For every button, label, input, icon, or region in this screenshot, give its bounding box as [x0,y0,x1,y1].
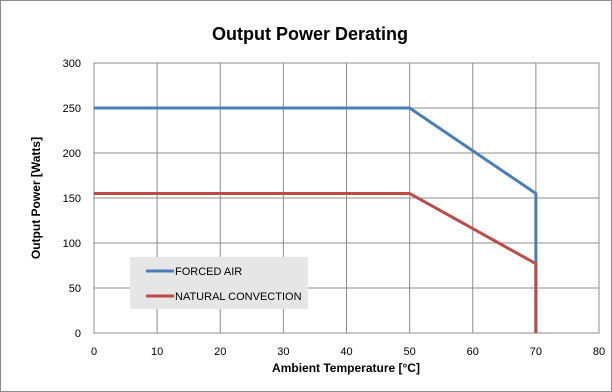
x-tick-label-1: 10 [151,346,163,358]
x-axis-ticks: 0 10 20 30 40 50 60 70 80 [91,346,605,358]
x-tick-label-4: 40 [340,346,352,358]
chart-title: Output Power Derating [212,24,408,44]
y-tick-label-5: 250 [63,103,81,115]
x-tick-label-5: 50 [404,346,416,358]
legend-box [130,257,308,309]
x-tick-label-0: 0 [91,346,97,358]
y-tick-label-2: 100 [63,238,81,250]
x-tick-label-7: 70 [530,346,542,358]
y-tick-label-3: 150 [63,193,81,205]
series-line-natural-convection [94,192,538,333]
legend-label-natural-convection: NATURAL CONVECTION [175,291,302,303]
y-tick-label-1: 50 [69,283,81,295]
x-tick-label-2: 20 [214,346,226,358]
legend-label-forced-air: FORCED AIR [175,266,242,278]
legend: FORCED AIR NATURAL CONVECTION [130,257,308,309]
x-tick-label-8: 80 [593,346,605,358]
plot-area [93,62,600,334]
x-axis-title: Ambient Temperature [°C] [272,361,420,375]
x-tick-label-3: 30 [277,346,289,358]
y-axis-ticks: 0 50 100 150 200 250 300 [63,58,81,340]
x-tick-label-6: 60 [467,346,479,358]
y-tick-label-0: 0 [75,328,81,340]
y-tick-label-4: 200 [63,148,81,160]
y-tick-label-6: 300 [63,58,81,70]
series-layer [94,106,538,333]
y-axis-title: Output Power [Watts] [29,137,43,259]
